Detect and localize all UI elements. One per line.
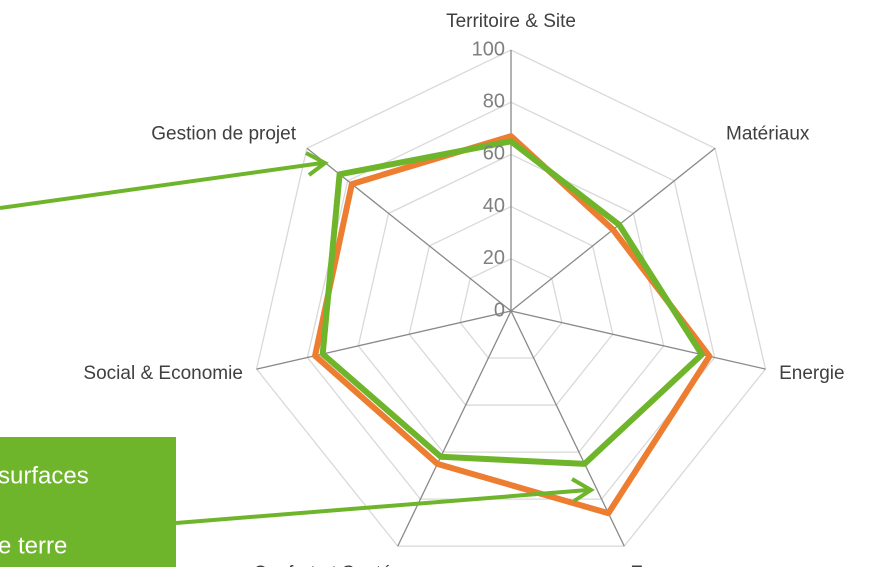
series-line	[312, 133, 713, 517]
arrow	[0, 161, 323, 210]
category-label: Eau	[630, 563, 664, 567]
category-label: Energie	[779, 363, 845, 384]
arrow	[175, 488, 589, 525]
spoke	[510, 310, 766, 370]
spoke	[510, 310, 625, 547]
grid-ring	[255, 49, 767, 547]
tick-label: 40	[483, 195, 505, 217]
category-label: Gestion de projet	[151, 124, 296, 145]
tick-label: 100	[472, 38, 505, 60]
arrow-head	[305, 151, 329, 177]
annotation-text: e terre	[0, 532, 67, 559]
grid	[255, 49, 767, 547]
grid-ring	[408, 205, 614, 406]
spoke	[397, 310, 512, 547]
grid-ring	[306, 101, 716, 500]
category-label: Social & Economie	[83, 363, 242, 384]
series	[312, 133, 713, 517]
series-line	[319, 138, 705, 467]
tick-label: 60	[483, 143, 505, 165]
grid-ring	[357, 153, 665, 453]
category-label: Confort et Santé	[253, 563, 391, 567]
arrows	[0, 151, 595, 525]
spoke	[256, 310, 512, 370]
arrow-head	[570, 477, 595, 503]
labels: 0 20 40 60 80 100 Territoire & Site Matériaux En…	[83, 11, 844, 567]
category-label: Territoire & Site	[446, 11, 576, 32]
tick-label: 0	[494, 299, 505, 321]
grid-ring	[459, 258, 563, 359]
annotation-box	[0, 437, 176, 567]
annotation-text: surfaces	[0, 462, 89, 489]
tick-label: 20	[483, 247, 505, 269]
category-label: Matériaux	[726, 124, 810, 145]
tick-label: 80	[483, 90, 505, 112]
